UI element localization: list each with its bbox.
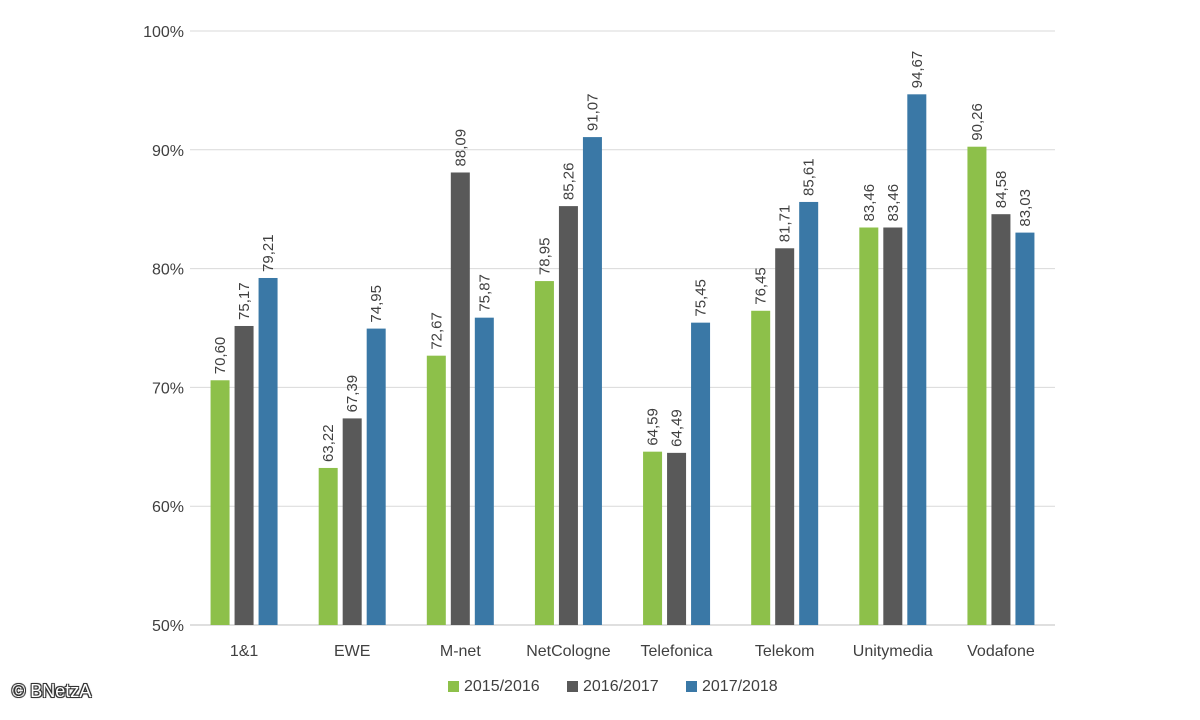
data-label: 75,87 [476, 274, 493, 312]
bar-Telekom-2 [799, 201, 819, 626]
bar-Unitymedia-2 [907, 94, 927, 626]
data-label: 63,22 [320, 424, 337, 462]
data-label: 74,95 [368, 285, 385, 323]
bar-11-0 [210, 380, 230, 625]
copyright-credit: © BNetzA [12, 681, 92, 701]
bar-Mnet-1 [450, 172, 470, 626]
bar-Vodafone-1 [991, 214, 1011, 625]
y-tick-label: 60% [152, 499, 184, 516]
data-label: 70,60 [212, 337, 229, 375]
data-labels: 70,60 75,17 79,21 63,22 67,39 74,95 72,67 88,09… [212, 51, 1034, 462]
data-label: 78,95 [536, 238, 553, 276]
data-label: 90,26 [969, 103, 986, 141]
data-label: 85,61 [801, 158, 818, 196]
bar-Unitymedia-1 [883, 227, 903, 626]
data-label: 84,58 [993, 171, 1010, 209]
data-label: 67,39 [344, 375, 361, 413]
legend-label: 2016/2017 [583, 678, 659, 695]
y-tick-label: 70% [152, 380, 184, 397]
data-label: 75,45 [693, 279, 710, 317]
bar-EWE-1 [342, 418, 362, 625]
data-label: 91,07 [584, 94, 601, 132]
bar-Telefonica-2 [691, 322, 711, 625]
x-category-label: NetCologne [526, 643, 611, 660]
bars [210, 94, 1035, 626]
y-tick-label: 100% [143, 24, 184, 41]
bar-Telefonica-1 [667, 452, 687, 625]
x-category-label: M-net [440, 643, 481, 660]
bar-EWE-2 [366, 328, 386, 625]
data-label: 76,45 [753, 267, 770, 305]
data-label: 83,46 [885, 184, 902, 222]
legend-label: 2017/2018 [702, 678, 778, 695]
bar-NetCologne-0 [534, 281, 554, 625]
data-label: 64,49 [669, 409, 686, 447]
legend-swatch-0 [448, 681, 459, 692]
bar-NetCologne-2 [582, 137, 602, 626]
y-axis-ticks: 50% 60% 70% 80% 90% 100% [143, 24, 184, 635]
bar-Telekom-0 [751, 310, 771, 625]
bar-Mnet-0 [426, 355, 446, 625]
bar-EWE-0 [318, 467, 338, 625]
data-label: 83,03 [1017, 189, 1034, 227]
bar-11-1 [234, 325, 254, 625]
y-tick-label: 80% [152, 262, 184, 279]
x-category-label: Unitymedia [853, 643, 933, 660]
bar-Mnet-2 [474, 317, 494, 625]
bar-Telekom-1 [775, 248, 795, 625]
legend-swatch-2 [686, 681, 697, 692]
bar-Unitymedia-0 [859, 227, 879, 626]
data-label: 79,21 [260, 234, 277, 272]
data-label: 81,71 [777, 205, 794, 243]
x-category-label: EWE [334, 643, 370, 660]
bar-Vodafone-2 [1015, 232, 1035, 625]
bar-Vodafone-0 [967, 146, 987, 626]
x-axis-categories: 1&1 EWE M-net NetCologne Telefonica Telekom Un… [230, 643, 1035, 660]
y-tick-label: 50% [152, 618, 184, 635]
data-label: 88,09 [452, 129, 469, 167]
x-category-label: 1&1 [230, 643, 259, 660]
bar-Telefonica-0 [643, 451, 663, 625]
data-label: 64,59 [645, 408, 662, 446]
data-label: 83,46 [861, 184, 878, 222]
data-label: 85,26 [560, 163, 577, 201]
x-category-label: Telefonica [641, 643, 713, 660]
x-category-label: Telekom [755, 643, 815, 660]
data-label: 75,17 [236, 282, 253, 320]
legend: 2015/2016 2016/2017 2017/2018 [448, 678, 778, 695]
data-label: 72,67 [428, 312, 445, 350]
y-tick-label: 90% [152, 143, 184, 160]
bar-NetCologne-1 [558, 206, 578, 625]
bar-11-2 [258, 277, 278, 625]
data-label: 94,67 [909, 51, 926, 89]
legend-swatch-1 [567, 681, 578, 692]
legend-label: 2015/2016 [464, 678, 540, 695]
x-category-label: Vodafone [967, 643, 1035, 660]
